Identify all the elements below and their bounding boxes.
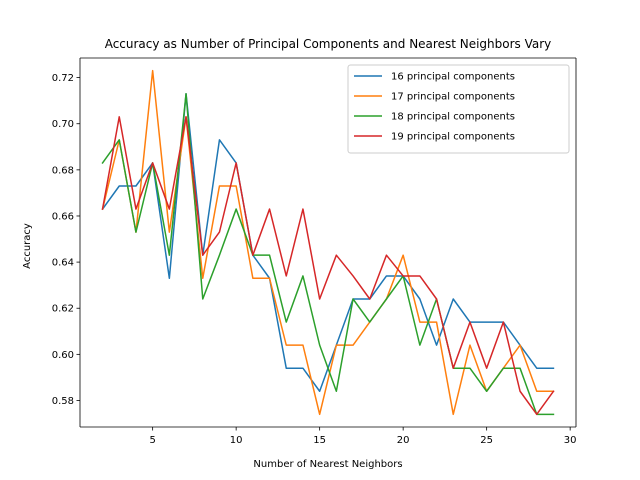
y-tick-label: 0.60 — [52, 350, 74, 361]
y-axis: 0.58 0.60 0.62 0.64 0.66 0.68 0.70 0.72 — [52, 58, 577, 427]
y-tick-label: 0.66 — [52, 211, 74, 222]
series-layer — [101, 69, 555, 416]
y-tick-label: 0.58 — [52, 396, 74, 407]
x-tick-label: 5 — [149, 435, 155, 446]
legend-label-1: 16 principal components — [391, 72, 515, 83]
y-axis-label: Accuracy — [22, 223, 33, 269]
x-axis-label: Number of Nearest Neighbors — [253, 459, 402, 470]
y-tick-label: 0.62 — [52, 304, 74, 315]
x-tick-label: 10 — [230, 435, 243, 446]
series-line-4 — [101, 116, 555, 416]
legend-label-4: 19 principal components — [391, 132, 515, 143]
x-tick-label: 30 — [564, 435, 577, 446]
legend: 16 principal components 17 principal comp… — [347, 64, 570, 154]
y-tick-label: 0.72 — [52, 73, 74, 84]
chart-title: Accuracy as Number of Principal Componen… — [105, 37, 552, 51]
series-line-3 — [101, 93, 555, 416]
legend-label-3: 18 principal components — [391, 112, 515, 123]
legend-frame — [347, 64, 570, 154]
x-tick-label: 20 — [397, 435, 410, 446]
x-tick-label: 15 — [313, 435, 326, 446]
y-tick-label: 0.70 — [52, 119, 74, 130]
y-tick-label: 0.64 — [52, 258, 74, 269]
y-tick-label: 0.68 — [52, 165, 74, 176]
legend-label-2: 17 principal components — [391, 92, 515, 103]
x-axis: 5 10 15 20 25 30 — [80, 57, 577, 446]
x-tick-label: 25 — [480, 435, 493, 446]
